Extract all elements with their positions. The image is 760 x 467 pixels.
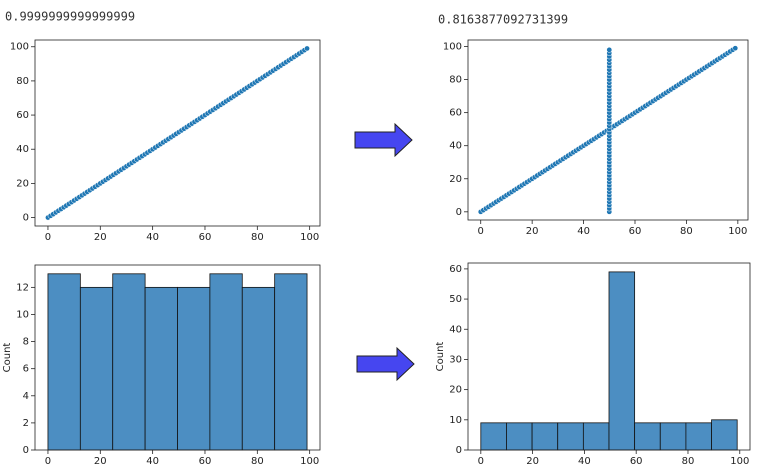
x-tick-label: 80 xyxy=(682,456,695,467)
y-tick-label: 40 xyxy=(449,324,462,335)
x-tick-label: 40 xyxy=(577,226,590,237)
x-tick-label: 80 xyxy=(680,226,693,237)
y-axis-label: Count xyxy=(2,343,13,373)
histogram-bar xyxy=(177,286,211,451)
x-tick-label: 80 xyxy=(251,456,264,467)
y-tick-label: 0 xyxy=(456,445,462,456)
y-tick-label: 60 xyxy=(16,110,29,121)
histogram-bar xyxy=(685,422,712,451)
x-tick-label: 0 xyxy=(478,456,484,467)
x-tick-label: 60 xyxy=(199,232,212,243)
x-tick-label: 100 xyxy=(300,456,319,467)
x-tick-label: 40 xyxy=(146,456,159,467)
y-tick-label: 80 xyxy=(449,75,462,86)
axes-frame xyxy=(467,262,751,451)
y-tick-label: 20 xyxy=(449,385,462,396)
y-tick-label: 60 xyxy=(449,264,462,275)
scatter-point xyxy=(732,45,739,52)
y-tick-label: 100 xyxy=(443,42,462,53)
y-tick-label: 40 xyxy=(16,144,29,155)
x-tick-label: 60 xyxy=(630,456,643,467)
histogram-bar xyxy=(506,422,533,451)
histogram-bar xyxy=(634,422,661,451)
histogram-bar xyxy=(209,273,243,451)
x-tick-label: 0 xyxy=(45,232,51,243)
histogram-bar xyxy=(144,286,178,451)
histogram-bar xyxy=(274,273,308,451)
histogram-bar xyxy=(79,286,114,451)
y-tick-label: 30 xyxy=(449,354,462,365)
histogram-bar xyxy=(241,286,276,451)
y-tick-label: 10 xyxy=(449,415,462,426)
histogram-bar xyxy=(582,422,610,451)
y-tick-label: 40 xyxy=(449,141,462,152)
scatter-point xyxy=(304,45,310,52)
x-tick-label: 100 xyxy=(730,456,749,467)
y-tick-label: 8 xyxy=(23,337,29,348)
axes-frame xyxy=(34,39,321,227)
histogram-bar xyxy=(711,419,738,451)
histogram-bar xyxy=(531,422,559,451)
x-tick-label: 20 xyxy=(526,226,539,237)
y-tick-label: 10 xyxy=(16,309,29,320)
x-tick-label: 40 xyxy=(146,232,159,243)
axes-frame xyxy=(34,264,321,451)
x-tick-label: 40 xyxy=(578,456,591,467)
y-tick-label: 20 xyxy=(449,174,462,185)
histogram-bar xyxy=(112,273,146,451)
y-tick-label: 50 xyxy=(449,294,462,305)
annotation: 0.8163877092731399 xyxy=(438,13,568,27)
y-tick-label: 0 xyxy=(456,207,462,218)
x-tick-label: 20 xyxy=(526,456,539,467)
y-tick-label: 12 xyxy=(16,282,29,293)
y-tick-label: 2 xyxy=(23,418,29,429)
arrow xyxy=(356,346,415,382)
histogram-bar xyxy=(47,273,81,451)
x-tick-label: 80 xyxy=(251,232,264,243)
x-tick-label: 60 xyxy=(199,456,212,467)
annotation: 0.9999999999999999 xyxy=(5,10,135,24)
x-tick-label: 100 xyxy=(300,232,319,243)
histogram-bar xyxy=(659,422,687,451)
x-tick-label: 20 xyxy=(94,456,107,467)
histogram-bar xyxy=(480,422,507,451)
y-tick-label: 0 xyxy=(23,445,29,456)
x-tick-label: 20 xyxy=(94,232,107,243)
y-tick-label: 0 xyxy=(23,213,29,224)
y-tick-label: 100 xyxy=(10,42,29,53)
axes-frame xyxy=(467,39,749,221)
x-tick-label: 60 xyxy=(629,226,642,237)
x-tick-label: 0 xyxy=(478,226,484,237)
scatter-point xyxy=(606,46,613,53)
y-tick-label: 4 xyxy=(23,391,29,402)
x-tick-label: 100 xyxy=(728,226,747,237)
histogram-bar xyxy=(557,422,584,451)
y-tick-label: 20 xyxy=(16,178,29,189)
y-tick-label: 6 xyxy=(23,364,29,375)
y-tick-label: 60 xyxy=(449,108,462,119)
arrow xyxy=(354,122,413,158)
y-axis-label: Count xyxy=(435,342,446,372)
histogram-bar xyxy=(608,271,636,451)
y-tick-label: 80 xyxy=(16,76,29,87)
x-tick-label: 0 xyxy=(45,456,51,467)
